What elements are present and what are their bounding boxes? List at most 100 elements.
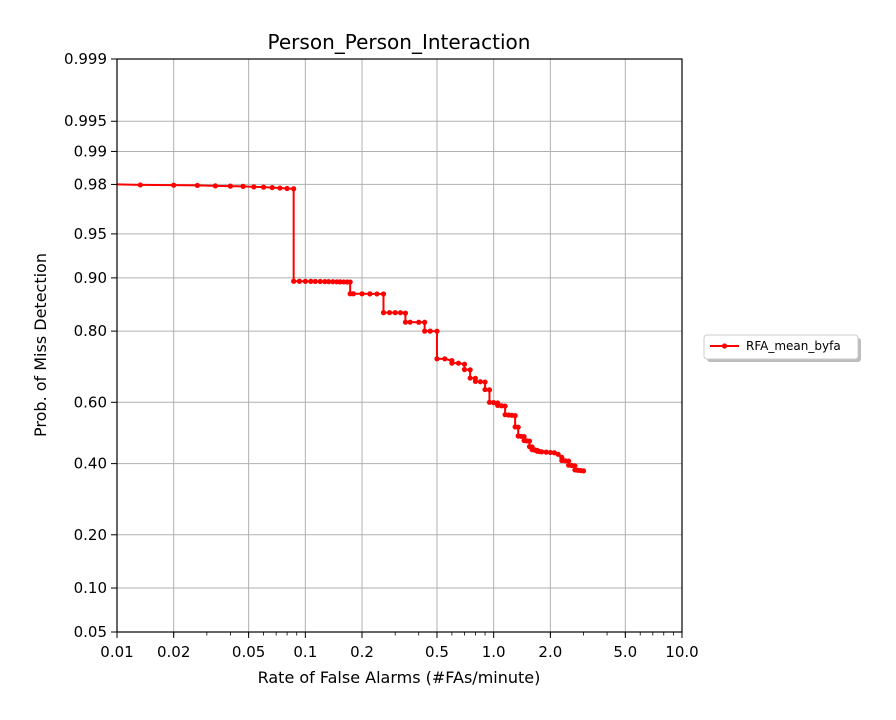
data-point	[269, 184, 275, 191]
y-tick-label: 0.05	[74, 623, 107, 641]
data-point	[317, 278, 323, 285]
data-point	[472, 378, 479, 384]
data-point	[422, 319, 428, 325]
data-point	[526, 438, 533, 444]
y-tick-label: 0.90	[74, 269, 107, 287]
x-axis-label: Rate of False Alarms (#FAs/minute)	[258, 668, 541, 687]
data-point	[482, 379, 488, 385]
data-point	[392, 310, 398, 316]
data-point	[402, 310, 409, 316]
data-point	[277, 185, 283, 191]
data-point	[251, 184, 257, 190]
axis-ticks: 0.01 0.02 0.05 0.1 0.2 0.5 1.0 2.0 5.0 10.0 0.05 0.…	[64, 50, 699, 661]
legend-box	[703, 334, 859, 360]
data-point	[442, 356, 448, 362]
series-layer	[116, 182, 587, 474]
data-point	[350, 291, 357, 297]
x-tick-label: 0.05	[232, 643, 265, 661]
data-point	[434, 328, 440, 334]
legend: RFA_mean_byfa	[703, 334, 861, 362]
data-point	[137, 182, 143, 188]
data-point	[322, 278, 328, 285]
data-point	[482, 386, 488, 393]
data-point	[491, 400, 497, 406]
data-point	[284, 185, 290, 192]
data-point	[291, 186, 297, 192]
data-point	[512, 413, 518, 419]
data-point	[477, 379, 483, 385]
data-point	[397, 310, 404, 316]
data-point	[240, 183, 246, 189]
data-point	[467, 367, 473, 373]
data-point	[449, 360, 455, 366]
data-point	[502, 403, 508, 409]
data-point	[326, 279, 332, 285]
data-point	[461, 361, 468, 367]
data-point	[427, 328, 433, 334]
data-point	[260, 184, 267, 190]
data-point	[359, 291, 365, 297]
data-point	[486, 387, 493, 393]
data-point	[461, 366, 468, 373]
x-tick-label: 1.0	[482, 643, 506, 661]
data-point	[486, 399, 493, 405]
data-point	[337, 279, 343, 285]
data-point	[291, 278, 297, 284]
y-tick-label: 0.99	[74, 142, 107, 160]
x-tick-label: 0.1	[293, 643, 317, 661]
data-point	[302, 278, 308, 284]
data-point	[580, 468, 587, 474]
data-point	[547, 449, 553, 456]
data-point	[555, 451, 561, 457]
data-point	[374, 291, 380, 297]
data-point	[312, 278, 318, 285]
data-point	[422, 328, 428, 334]
data-point	[367, 291, 373, 297]
y-tick-label: 0.95	[74, 225, 107, 243]
data-point	[296, 278, 302, 284]
data-point	[455, 360, 462, 366]
x-tick-label: 0.02	[157, 643, 190, 661]
y-tick-label: 0.60	[74, 393, 107, 411]
grid-lines	[116, 58, 683, 633]
chart-title: Person_Person_Interaction	[268, 30, 531, 54]
data-point	[416, 319, 422, 325]
data-point	[380, 291, 387, 297]
data-point	[308, 278, 314, 284]
y-tick-label: 0.80	[74, 322, 107, 340]
data-point	[347, 279, 353, 285]
data-point	[539, 449, 545, 455]
data-point	[227, 183, 233, 189]
data-point	[380, 310, 387, 316]
y-tick-label: 0.999	[64, 50, 107, 68]
data-point	[330, 279, 336, 285]
data-point	[386, 310, 393, 316]
data-point	[402, 319, 409, 325]
data-point	[566, 458, 572, 464]
data-point	[434, 356, 440, 362]
data-point	[572, 463, 578, 469]
data-point	[467, 375, 473, 381]
data-point	[407, 319, 413, 325]
data-point	[515, 424, 521, 430]
y-tick-label: 0.98	[74, 175, 107, 193]
data-point	[171, 182, 177, 188]
y-axis-label: Prob. of Miss Detection	[31, 253, 50, 437]
plot-frame	[116, 58, 683, 633]
x-tick-label: 0.5	[425, 643, 449, 661]
x-tick-label: 0.2	[350, 643, 374, 661]
data-point	[194, 182, 200, 189]
data-point	[495, 402, 501, 409]
y-tick-label: 0.995	[64, 112, 107, 130]
x-tick-label: 2.0	[538, 643, 562, 661]
data-point	[521, 433, 527, 440]
y-tick-label: 0.40	[74, 455, 107, 473]
data-point	[212, 183, 218, 189]
legend-label: RFA_mean_byfa	[746, 339, 841, 353]
legend-marker	[721, 343, 728, 349]
y-tick-label: 0.20	[74, 526, 107, 544]
x-tick-label: 0.01	[100, 643, 133, 661]
x-tick-label: 5.0	[613, 643, 637, 661]
data-point	[543, 449, 549, 455]
